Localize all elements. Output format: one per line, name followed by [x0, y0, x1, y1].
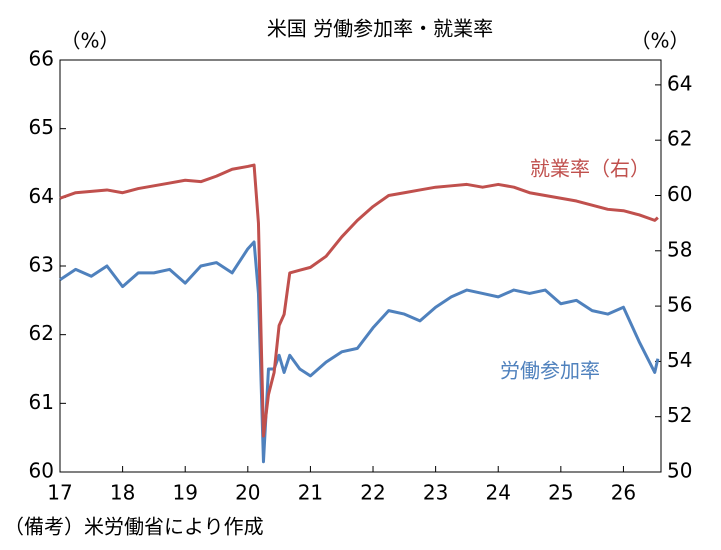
y2-tick-label: 58 [667, 237, 692, 261]
y2-tick-label: 60 [667, 182, 692, 206]
x-tick-label: 23 [423, 481, 448, 505]
y-tick-label: 65 [29, 115, 54, 139]
plot-frame [59, 59, 662, 473]
y-tick-label: 66 [29, 47, 54, 71]
y-tick-label: 64 [29, 184, 54, 208]
y2-unit: （%） [630, 29, 689, 53]
x-tick-label: 25 [548, 481, 573, 505]
y-unit: （%） [60, 29, 119, 53]
x-tick-label: 24 [486, 481, 511, 505]
y2-tick-label: 54 [667, 348, 692, 372]
series-line [59, 240, 660, 464]
x-tick-label: 22 [360, 481, 385, 505]
y2-tick-label: 62 [667, 127, 692, 151]
series-label: 就業率（右） [530, 157, 650, 181]
x-tick-label: 17 [47, 481, 72, 505]
y2-tick-label: 52 [667, 403, 692, 427]
y-tick-label: 62 [29, 321, 54, 345]
chart-title: 米国 労働参加率・就業率 [267, 17, 493, 41]
x-tick-label: 20 [235, 481, 260, 505]
x-tick-label: 18 [110, 481, 135, 505]
x-tick-label: 26 [611, 481, 636, 505]
y2-tick-label: 50 [667, 459, 692, 483]
series-line [59, 163, 659, 438]
y-tick-label: 63 [29, 253, 54, 277]
y-tick-label: 61 [29, 390, 54, 414]
series-label: 労働参加率 [500, 359, 600, 383]
x-tick-label: 19 [172, 481, 197, 505]
note: （備考）米労働省により作成 [4, 515, 264, 539]
y-tick-label: 60 [29, 459, 54, 483]
y2-tick-label: 64 [667, 71, 692, 95]
y2-tick-label: 56 [667, 293, 692, 317]
x-tick-label: 21 [298, 481, 323, 505]
